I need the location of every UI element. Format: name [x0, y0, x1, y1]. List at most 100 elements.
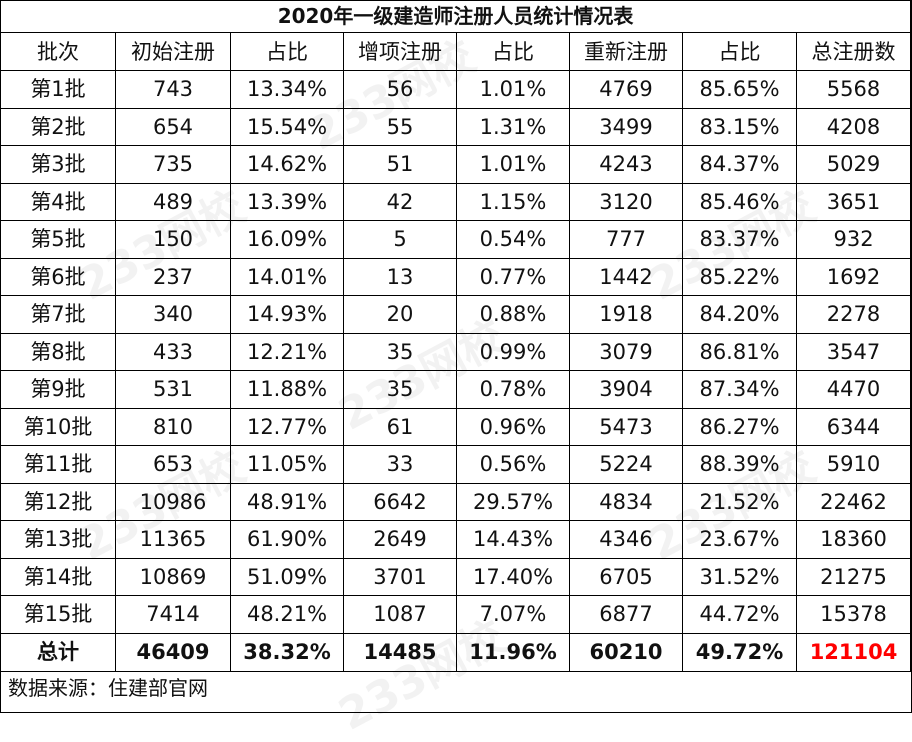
table-cell: 777	[569, 220, 683, 259]
table-cell: 7.07%	[456, 595, 570, 634]
column-header: 总注册数	[795, 32, 912, 71]
table-cell: 0.54%	[456, 220, 570, 259]
table-cell: 0.77%	[456, 257, 570, 296]
table-cell: 0.56%	[456, 445, 570, 484]
batch-label: 第3批	[0, 145, 116, 184]
table-cell: 653	[115, 445, 231, 484]
table-cell: 3120	[569, 182, 683, 221]
table-cell: 5224	[569, 445, 683, 484]
column-header: 批次	[0, 32, 116, 71]
table-row: 第6批 237 14.01% 13 0.77% 1442 85.22% 1692	[0, 257, 912, 296]
column-header: 重新注册	[569, 32, 683, 71]
table-cell: 150	[115, 220, 231, 259]
table-cell: 21.52%	[682, 482, 797, 521]
batch-label: 第4批	[0, 182, 116, 221]
table-cell: 85.46%	[682, 182, 797, 221]
table-cell: 3499	[569, 107, 683, 146]
header-row: 批次 初始注册 占比 增项注册 占比 重新注册 占比 总注册数	[0, 32, 912, 71]
table-cell: 4208	[795, 107, 912, 146]
table-cell: 0.78%	[456, 370, 570, 409]
table-body: 第1批 743 13.34% 56 1.01% 4769 85.65% 5568 第2批 654 1…	[0, 70, 912, 634]
table-cell: 84.20%	[682, 295, 797, 334]
table-cell: 85.65%	[682, 70, 797, 109]
column-header: 增项注册	[343, 32, 457, 71]
table-cell: 932	[795, 220, 912, 259]
table-cell: 11365	[115, 520, 231, 559]
table-row: 第3批 735 14.62% 51 1.01% 4243 84.37% 5029	[0, 145, 912, 184]
total-cell: 38.32%	[230, 632, 344, 672]
table-cell: 29.57%	[456, 482, 570, 521]
table-cell: 10986	[115, 482, 231, 521]
batch-label: 第1批	[0, 70, 116, 109]
table-cell: 48.91%	[230, 482, 344, 521]
table-cell: 14.43%	[456, 520, 570, 559]
table-cell: 4346	[569, 520, 683, 559]
table-cell: 85.22%	[682, 257, 797, 296]
table-cell: 15.54%	[230, 107, 344, 146]
table-cell: 31.52%	[682, 557, 797, 596]
table-cell: 5029	[795, 145, 912, 184]
table-cell: 83.15%	[682, 107, 797, 146]
table-cell: 5568	[795, 70, 912, 109]
batch-label: 第6批	[0, 257, 116, 296]
table-cell: 6642	[343, 482, 457, 521]
table-row: 第2批 654 15.54% 55 1.31% 3499 83.15% 4208	[0, 107, 912, 146]
table-cell: 1.15%	[456, 182, 570, 221]
table-row: 第5批 150 16.09% 5 0.54% 777 83.37% 932	[0, 220, 912, 259]
total-row: 总计 46409 38.32% 14485 11.96% 60210 49.72% 12110…	[0, 632, 912, 672]
batch-label: 第2批	[0, 107, 116, 146]
table-cell: 433	[115, 332, 231, 371]
table-cell: 2649	[343, 520, 457, 559]
table-cell: 14.93%	[230, 295, 344, 334]
table-cell: 654	[115, 107, 231, 146]
table-cell: 0.99%	[456, 332, 570, 371]
column-header: 占比	[682, 32, 797, 71]
table-cell: 1918	[569, 295, 683, 334]
table-cell: 11.05%	[230, 445, 344, 484]
table-cell: 4243	[569, 145, 683, 184]
title-row: 2020年一级建造师注册人员统计情况表	[0, 0, 912, 33]
table-cell: 86.27%	[682, 407, 797, 446]
table-cell: 51.09%	[230, 557, 344, 596]
table-cell: 11.88%	[230, 370, 344, 409]
table-cell: 743	[115, 70, 231, 109]
table-cell: 12.77%	[230, 407, 344, 446]
table-row: 第11批 653 11.05% 33 0.56% 5224 88.39% 5910	[0, 445, 912, 484]
table-cell: 0.96%	[456, 407, 570, 446]
column-header: 初始注册	[115, 32, 231, 71]
table-row: 第14批 10869 51.09% 3701 17.40% 6705 31.52% 21275	[0, 557, 912, 596]
table-cell: 3904	[569, 370, 683, 409]
table-cell: 3079	[569, 332, 683, 371]
table-cell: 1692	[795, 257, 912, 296]
table-cell: 10869	[115, 557, 231, 596]
table-cell: 51	[343, 145, 457, 184]
batch-label: 第13批	[0, 520, 116, 559]
batch-label: 第12批	[0, 482, 116, 521]
table-cell: 4470	[795, 370, 912, 409]
table-cell: 18360	[795, 520, 912, 559]
total-label: 总计	[0, 632, 116, 672]
table-cell: 15378	[795, 595, 912, 634]
table-cell: 489	[115, 182, 231, 221]
table-cell: 14.01%	[230, 257, 344, 296]
table-cell: 3701	[343, 557, 457, 596]
batch-label: 第10批	[0, 407, 116, 446]
table-cell: 23.67%	[682, 520, 797, 559]
table-cell: 1.31%	[456, 107, 570, 146]
registration-table: 2020年一级建造师注册人员统计情况表 批次 初始注册 占比 增项注册 占比 重新注册 占比…	[0, 0, 912, 672]
table-cell: 1.01%	[456, 145, 570, 184]
table-row: 第15批 7414 48.21% 1087 7.07% 6877 44.72% 15378	[0, 595, 912, 634]
table-cell: 16.09%	[230, 220, 344, 259]
batch-label: 第11批	[0, 445, 116, 484]
table-cell: 1087	[343, 595, 457, 634]
table-row: 第4批 489 13.39% 42 1.15% 3120 85.46% 3651	[0, 182, 912, 221]
batch-label: 第8批	[0, 332, 116, 371]
total-cell: 46409	[115, 632, 231, 672]
batch-label: 第9批	[0, 370, 116, 409]
table-row: 第13批 11365 61.90% 2649 14.43% 4346 23.67% 18360	[0, 520, 912, 559]
table-cell: 735	[115, 145, 231, 184]
table-cell: 810	[115, 407, 231, 446]
table-cell: 44.72%	[682, 595, 797, 634]
table-cell: 86.81%	[682, 332, 797, 371]
table-cell: 35	[343, 370, 457, 409]
